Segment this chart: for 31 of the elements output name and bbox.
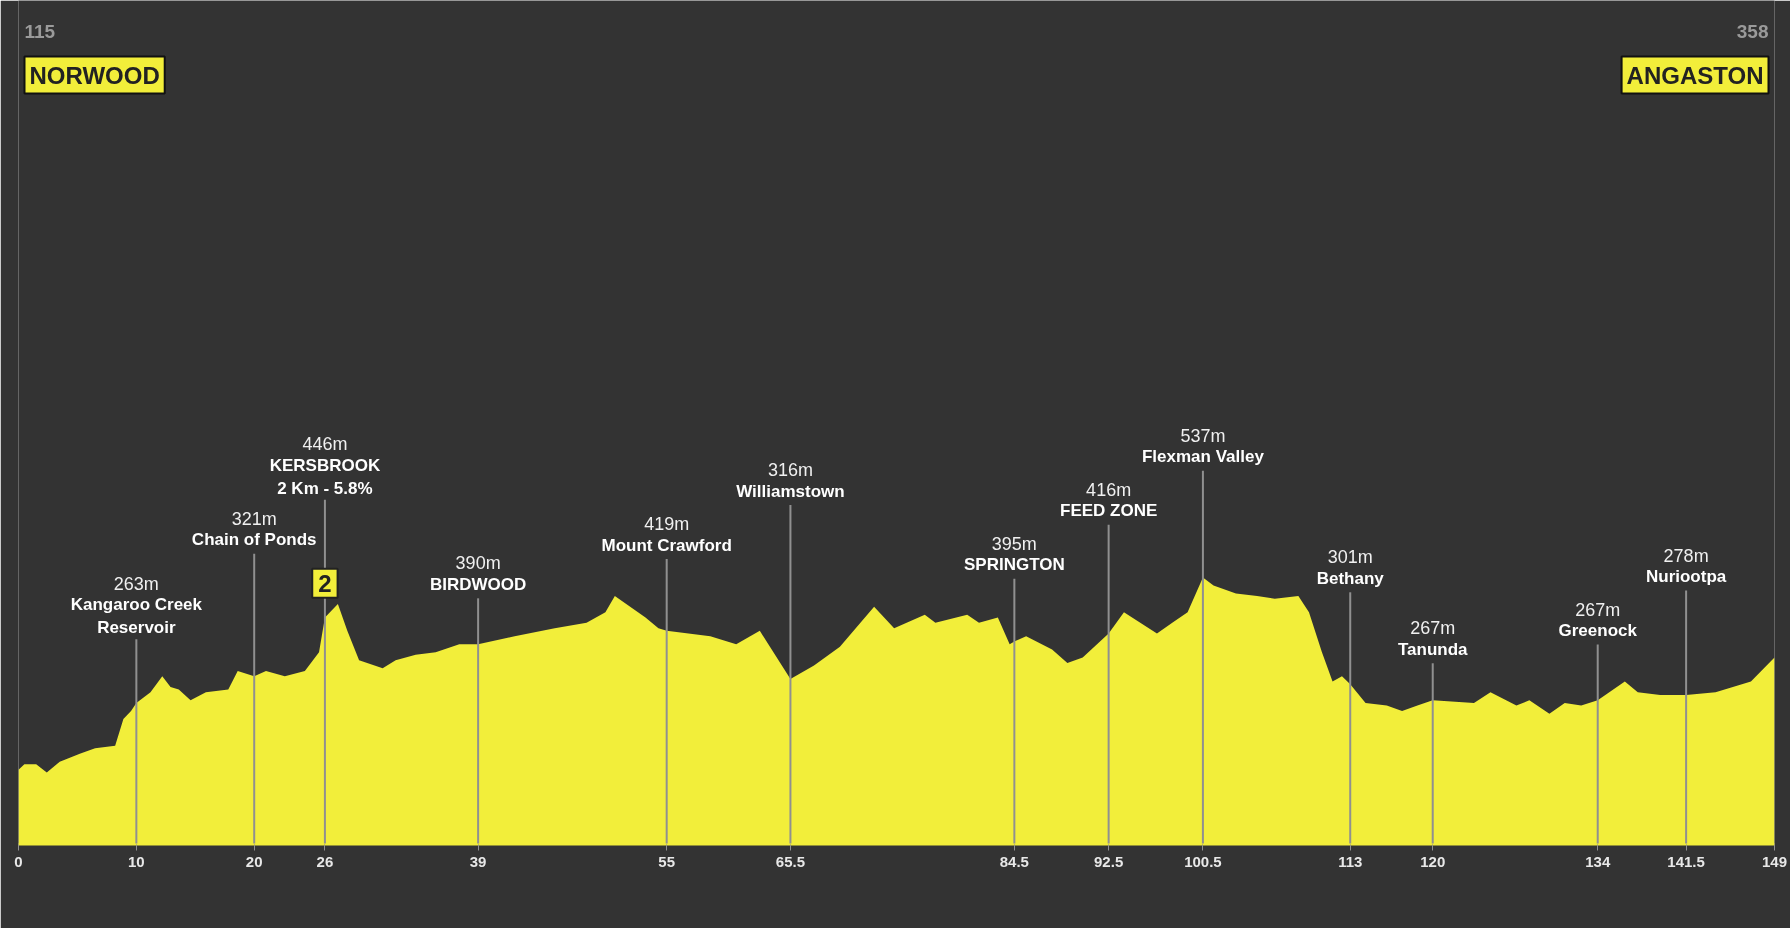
- text: 115 NORWOOD: [24, 20, 160, 89]
- x-tick-label: 84.5: [999, 852, 1029, 870]
- text: 316m Williamstown: [736, 460, 845, 501]
- x-tick-label: 55: [658, 852, 676, 870]
- text: 358 ANGASTON: [1626, 20, 1769, 89]
- x-tick-label: 20: [245, 852, 263, 870]
- text: 267m Tanunda: [1397, 618, 1468, 659]
- text: 321m Chain of Ponds: [191, 508, 317, 550]
- text: 267m Greenock: [1558, 599, 1637, 641]
- x-tick-label: 134: [1585, 852, 1611, 870]
- text: 301m Bethany: [1316, 547, 1384, 588]
- text: 537m Flexman Valley: [1141, 425, 1264, 467]
- x-tick-label: 113: [1338, 852, 1363, 870]
- annotation: 2: [318, 569, 332, 597]
- x-tick-label: 26: [316, 852, 334, 870]
- x-tick-label: 100.5: [1184, 852, 1222, 870]
- x-tick-label: 120: [1420, 852, 1446, 870]
- x-tick-label: 10: [128, 852, 145, 870]
- x-tick-label: 141.5: [1667, 852, 1705, 870]
- text: 446m KERSBROOK 2 Km - 5.8%: [269, 434, 381, 498]
- text: 416m FEED ZONE: [1059, 479, 1158, 521]
- text: 263m Kangaroo Creek Reservoir: [70, 573, 203, 638]
- text: 419m Mount Crawford: [601, 514, 732, 555]
- text: 278m Nuriootpa: [1645, 545, 1727, 587]
- text: 390m BIRDWOOD: [429, 553, 527, 594]
- x-tick-label: 92.5: [1094, 852, 1124, 870]
- x-tick-label: 65.5: [775, 852, 806, 870]
- x-tick-label: 149: [1761, 852, 1788, 870]
- text: 395m SPRINGTON: [963, 533, 1065, 575]
- x-tick-label: 39: [469, 852, 487, 870]
- x-tick-label: 0: [14, 852, 23, 870]
